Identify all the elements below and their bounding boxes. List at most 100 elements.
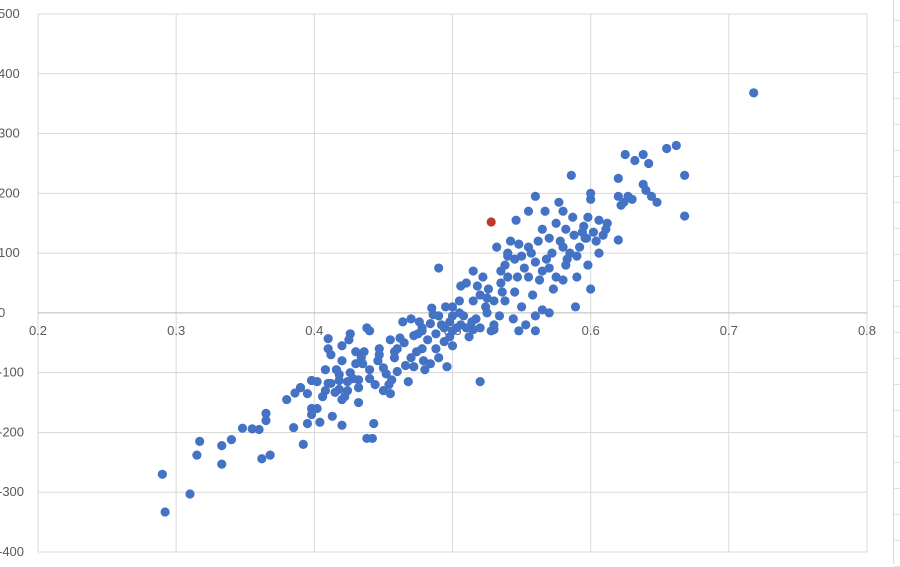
data-point <box>315 417 325 427</box>
sheet-row-divider <box>894 20 900 21</box>
data-point <box>456 281 466 291</box>
data-point <box>572 272 582 282</box>
data-point <box>337 420 347 430</box>
sheet-row-divider <box>894 332 900 333</box>
data-point <box>544 308 554 318</box>
data-point <box>434 353 444 363</box>
data-point <box>247 424 257 434</box>
adjacent-sheet-column <box>893 0 900 567</box>
data-point <box>261 415 271 426</box>
data-point <box>475 290 485 300</box>
data-point <box>519 263 529 273</box>
data-point <box>508 314 518 324</box>
data-point <box>353 375 364 385</box>
data-point <box>492 242 502 252</box>
data-point <box>588 227 599 237</box>
sheet-row-divider <box>894 176 900 177</box>
data-point <box>392 344 402 354</box>
data-point <box>468 266 478 276</box>
data-point <box>312 377 322 387</box>
x-tick-label: 0.8 <box>858 323 876 338</box>
data-point <box>217 440 227 451</box>
data-point <box>464 332 474 342</box>
data-point <box>530 311 541 321</box>
data-point <box>561 224 571 234</box>
data-point <box>530 326 541 336</box>
sheet-row-divider <box>894 488 900 489</box>
sheet-row-divider <box>894 384 900 385</box>
data-point <box>575 242 585 252</box>
data-point <box>340 391 350 402</box>
data-point <box>613 191 623 201</box>
data-point <box>544 233 554 243</box>
data-point <box>505 236 516 246</box>
data-point <box>620 149 630 160</box>
data-point <box>749 88 759 98</box>
data-point <box>326 350 336 360</box>
data-point <box>195 436 205 447</box>
data-point <box>638 149 648 160</box>
x-tick-label: 0.7 <box>720 323 738 338</box>
data-point <box>572 251 582 261</box>
data-point <box>378 386 389 396</box>
data-point <box>392 366 402 377</box>
data-point <box>500 296 510 306</box>
data-point <box>254 424 264 435</box>
data-point <box>496 266 506 276</box>
data-point <box>537 305 547 315</box>
sheet-row-divider <box>894 436 900 437</box>
sheet-row-divider <box>894 150 900 151</box>
data-point <box>558 275 568 285</box>
data-point <box>472 281 482 291</box>
data-point <box>427 303 437 313</box>
data-point <box>581 233 592 243</box>
data-point <box>440 302 451 312</box>
data-point <box>516 302 527 312</box>
data-point <box>327 411 337 421</box>
data-point <box>551 218 561 228</box>
data-point <box>544 263 554 273</box>
data-point <box>646 191 657 201</box>
data-point <box>312 403 322 414</box>
data-point <box>579 221 589 231</box>
data-point <box>530 257 541 267</box>
data-point <box>548 284 558 294</box>
data-point <box>425 319 435 329</box>
data-point <box>265 450 275 460</box>
data-point <box>468 325 478 335</box>
data-point <box>217 459 227 469</box>
data-point <box>503 272 513 282</box>
x-tick-label: 0.6 <box>582 323 600 338</box>
data-point <box>374 344 384 354</box>
sheet-row-divider <box>894 254 900 255</box>
y-tick-label: 0 <box>0 305 5 320</box>
x-tick-label: 0.4 <box>305 323 323 338</box>
data-point <box>652 197 662 207</box>
y-tick-label: 100 <box>0 245 20 260</box>
data-point <box>540 206 550 216</box>
data-point <box>680 170 690 180</box>
data-point <box>514 239 524 249</box>
data-point <box>613 173 623 183</box>
data-point <box>583 260 593 270</box>
data-point <box>398 317 408 327</box>
data-point <box>353 383 364 393</box>
data-point <box>403 377 413 387</box>
data-point <box>323 333 333 344</box>
data-point <box>439 323 449 333</box>
sheet-row-divider <box>894 124 900 125</box>
data-point <box>334 384 344 395</box>
data-point <box>434 263 444 273</box>
sheet-row-divider <box>894 410 900 411</box>
data-point <box>486 217 496 227</box>
data-point <box>594 248 604 258</box>
data-point <box>320 365 330 375</box>
sheet-row-divider <box>894 462 900 463</box>
data-point <box>558 206 568 216</box>
data-point <box>510 287 520 297</box>
sheet-row-divider <box>894 306 900 307</box>
data-point <box>489 325 499 335</box>
data-point <box>613 235 623 245</box>
data-point <box>551 272 561 282</box>
data-point <box>570 302 581 312</box>
